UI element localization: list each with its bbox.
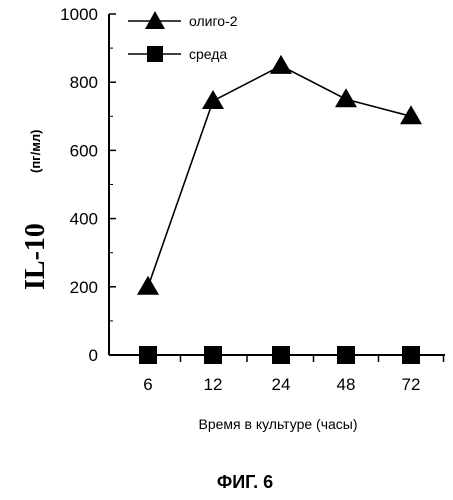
legend-label-oligo: олиго-2 <box>189 13 238 29</box>
x-tick-label: 72 <box>402 375 421 394</box>
y-tick-label: 200 <box>70 278 98 297</box>
figure-caption: ФИГ. 6 <box>217 472 273 492</box>
y-tick-label: 400 <box>70 210 98 229</box>
x-tick-label: 12 <box>204 375 223 394</box>
x-axis-label: Время в культуре (часы) <box>198 416 357 432</box>
data-point-triangle <box>202 90 224 109</box>
data-point-square <box>204 346 222 364</box>
y-tick-label: 0 <box>89 346 98 365</box>
data-point-square <box>402 346 420 364</box>
series-layer <box>137 55 422 364</box>
data-point-square <box>337 346 355 364</box>
data-point-triangle <box>137 276 159 295</box>
y-tick-labels: 0 200 400 600 800 1000 <box>60 5 98 365</box>
legend-square-marker <box>147 46 163 62</box>
data-point-square <box>272 346 290 364</box>
series-line-oligo <box>148 66 411 287</box>
legend: олиго-2 среда <box>128 11 238 62</box>
x-tick-labels: 6 12 24 48 72 <box>143 375 420 394</box>
data-point-triangle <box>270 55 292 74</box>
y-axis-label: IL-10 <box>20 223 51 290</box>
legend-label-medium: среда <box>189 46 227 62</box>
legend-triangle-marker <box>145 11 165 29</box>
x-tick-label: 6 <box>143 375 152 394</box>
y-tick-label: 800 <box>70 73 98 92</box>
data-point-square <box>139 346 157 364</box>
y-tick-label: 1000 <box>60 5 98 24</box>
y-tick-label: 600 <box>70 141 98 160</box>
data-point-triangle <box>335 88 357 107</box>
y-axis-unit-label: (пг/мл) <box>28 130 43 173</box>
x-tick-label: 48 <box>337 375 356 394</box>
y-ticks <box>109 14 116 355</box>
x-tick-label: 24 <box>272 375 291 394</box>
